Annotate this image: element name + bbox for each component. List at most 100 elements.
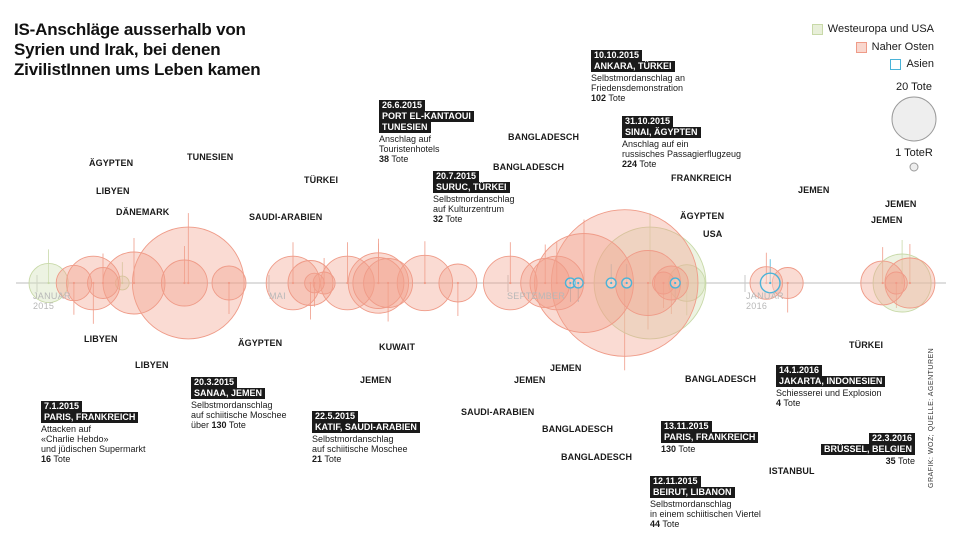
annotation-place: SINAI, ÄGYPTEN	[622, 127, 701, 138]
country-label: TUNESIEN	[187, 152, 234, 162]
annotation-place: BRÜSSEL, BELGIEN	[821, 444, 916, 455]
title-line: ZivilistInnen ums Leben kamen	[14, 60, 261, 79]
deaths-unit: Tote	[662, 519, 680, 529]
bubble-center-dot	[509, 281, 512, 285]
country-label: TÜRKEI	[849, 340, 884, 350]
annotation-date: 13.11.2015	[661, 421, 712, 432]
legend-swatch-mideast	[855, 41, 867, 53]
country-label: SAUDI-ARABIEN	[249, 212, 323, 222]
title-line: IS-Anschläge ausserhalb von	[14, 20, 246, 39]
deaths-count: 16	[41, 454, 52, 464]
axis-label-januar-2015: JANUAR	[33, 291, 71, 301]
deaths-unit: Tote	[324, 454, 342, 464]
deaths-count: 35	[885, 456, 896, 466]
bubble-center-dot	[577, 281, 580, 285]
annotation-beirut: 12.11.2015 BEIRUT, LIBANON Selbstmordans…	[650, 476, 761, 529]
desc-line: auf Kulturzentrum	[433, 204, 505, 214]
bubble-center-dot	[908, 281, 912, 285]
annotation-deaths: 102 Tote	[591, 93, 685, 103]
annotation-place: PARIS, FRANKREICH	[661, 432, 759, 443]
annotation-description: Selbstmordanschlag auf schiitische Mosch…	[312, 434, 420, 464]
country-label: USA	[703, 229, 723, 239]
deaths-count: 130	[661, 444, 677, 454]
country-label: BANGLADESCH	[508, 132, 580, 142]
deaths-unit: Tote	[639, 159, 657, 169]
bubble-center-dot	[569, 281, 572, 285]
bubble-center-dot	[187, 281, 190, 285]
bubble-center-dot	[765, 281, 768, 285]
annotation-deaths: 130 Tote	[661, 444, 758, 454]
annotation-paris-2015-01: 7.1.2015 PARIS, FRANKREICH Attacken auf …	[41, 401, 146, 464]
size-legend-big-label: 20 Tote	[896, 81, 932, 93]
annotation-deaths: 32 Tote	[433, 214, 515, 224]
bubble-center-dot	[101, 281, 105, 285]
annotation-sinai: 31.10.2015 SINAI, ÄGYPTEN Anschlag auf e…	[622, 116, 741, 169]
bubble-center-dot	[646, 281, 650, 285]
country-label: BANGLADESCH	[493, 162, 565, 172]
bubble-center-dot	[121, 281, 124, 285]
deaths-unit: Tote	[678, 444, 696, 454]
bubble-center-dot	[648, 281, 652, 285]
annotation-deaths: 21 Tote	[312, 454, 420, 464]
annotation-date: 7.1.2015	[41, 401, 83, 412]
country-label: BANGLADESCH	[542, 424, 614, 434]
bubble-center-dot	[555, 281, 558, 285]
country-label: ISTANBUL	[769, 466, 815, 476]
bubble-center-dot	[769, 281, 772, 285]
annotation-deaths: über 130 Tote	[191, 420, 287, 430]
annotation-katif: 22.5.2015 KATIF, SAUDI-ARABIEN Selbstmor…	[312, 411, 420, 464]
country-label: JEMEN	[514, 375, 546, 385]
legend-swatch-west	[811, 23, 823, 35]
bubble-center-dot	[625, 281, 628, 285]
deaths-unit: Tote	[228, 420, 246, 430]
annotation-ankara: 10.10.2015 ANKARA, TÜRKEI Selbstmordansc…	[591, 50, 685, 103]
desc-line: und jüdischen Supermarkt	[41, 444, 146, 454]
bubble-center-dot	[423, 281, 426, 285]
deaths-count: 32	[433, 214, 444, 224]
desc-line: Attacken auf	[41, 424, 92, 434]
bubble-center-dot	[183, 281, 186, 285]
annotation-description: Anschlag auf Touristenhotels 38 Tote	[379, 134, 474, 164]
desc-line: Anschlag auf	[379, 134, 432, 144]
country-label: ÄGYPTEN	[680, 211, 725, 221]
deaths-unit: Tote	[53, 454, 71, 464]
bubble-center-dot	[92, 281, 95, 285]
bubble-center-dot	[674, 281, 677, 285]
size-legend-small-label: 1 ToteR	[895, 147, 933, 159]
legend-item-naher-osten: Naher Osten	[855, 40, 934, 54]
annotation-place: JAKARTA, INDONESIEN	[776, 376, 886, 387]
annotation-deaths: 224 Tote	[622, 159, 741, 169]
legend-swatch-asia	[890, 58, 902, 70]
country-label: JEMEN	[885, 199, 917, 209]
desc-line: auf schiitische Moschee	[191, 410, 287, 420]
deaths-unit: Tote	[783, 398, 801, 408]
desc-line: in einem schiitischen Viertel	[650, 509, 761, 519]
annotation-place: KATIF, SAUDI-ARABIEN	[312, 422, 420, 433]
size-legend-big-circle	[891, 96, 937, 142]
desc-line: Selbstmordanschlag an	[591, 73, 686, 83]
bubble-center-dot	[291, 281, 295, 285]
deaths-count: 21	[312, 454, 323, 464]
country-label: LIBYEN	[84, 334, 118, 344]
country-label: ÄGYPTEN	[238, 338, 283, 348]
country-label: FRANKREICH	[671, 173, 732, 183]
annotation-description: 130 Tote	[661, 444, 758, 454]
desc-line: auf schiitische Moschee	[312, 444, 408, 454]
country-label: ÄGYPTEN	[89, 158, 134, 168]
deaths-count: 4	[776, 398, 782, 408]
bubble-center-dot	[377, 281, 380, 285]
annotation-date: 14.1.2016	[776, 365, 823, 376]
annotation-date: 12.11.2015	[650, 476, 701, 487]
annotation-port-el-kantaoui: 26.6.2015 PORT EL-KANTAOUI TUNESIEN Ansc…	[379, 100, 474, 164]
desc-line: russisches Passagierflugzeug	[622, 149, 742, 159]
country-label: LIBYEN	[135, 360, 169, 370]
annotation-bruessel: 22.3.2016 BRÜSSEL, BELGIEN 35 Tote	[821, 433, 916, 466]
bubble-center-dot	[456, 281, 459, 285]
legend-label: Naher Osten	[871, 41, 934, 53]
annotation-deaths: 4 Tote	[776, 398, 885, 408]
desc-line: Friedensdemonstration	[591, 83, 684, 93]
chart-title: IS-Anschläge ausserhalb von Syrien und I…	[14, 20, 314, 80]
desc-line: Selbstmordanschlag	[433, 194, 515, 204]
annotation-place: PORT EL-KANTAOUI	[379, 111, 474, 122]
annotation-place: TUNESIEN	[379, 122, 431, 133]
